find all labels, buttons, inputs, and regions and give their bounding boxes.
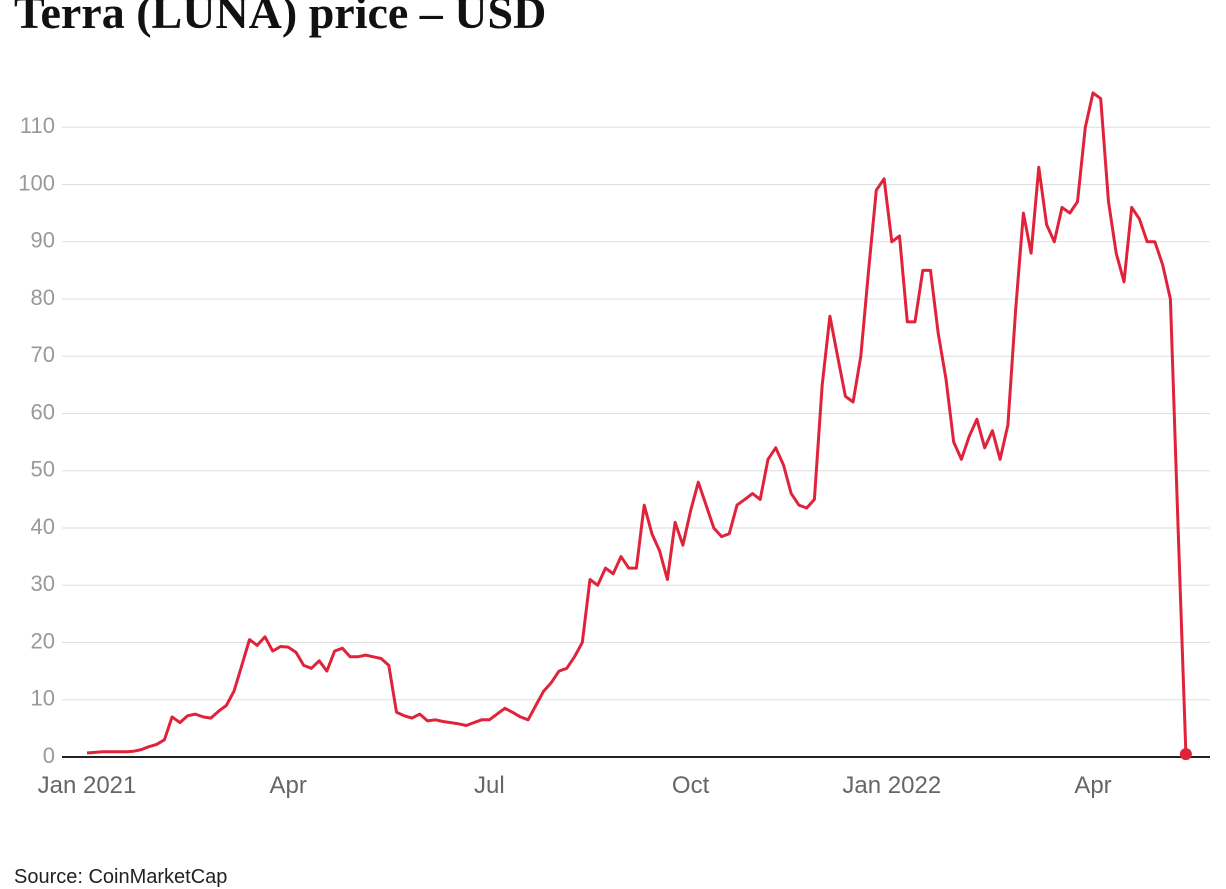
y-tick-label: 110 bbox=[20, 113, 55, 138]
y-tick-label: 70 bbox=[31, 342, 55, 367]
y-tick-label: 0 bbox=[43, 743, 55, 768]
x-tick-label: Jan 2022 bbox=[842, 772, 942, 799]
y-tick-label: 30 bbox=[31, 571, 55, 596]
chart-title: Terra (LUNA) price – USD bbox=[14, 0, 546, 38]
y-tick-label: 20 bbox=[31, 628, 55, 653]
end-point bbox=[1179, 748, 1192, 761]
x-tick-label: Oct bbox=[671, 772, 710, 799]
x-tick-label: Jan 2021 bbox=[37, 772, 137, 799]
price-line bbox=[86, 91, 1188, 755]
x-tick-label: Apr bbox=[1074, 772, 1112, 799]
x-tick-label: Apr bbox=[269, 772, 307, 799]
y-tick-label: 80 bbox=[31, 285, 55, 310]
source-note: Source: CoinMarketCap bbox=[14, 866, 228, 888]
y-tick-label: 50 bbox=[31, 457, 55, 482]
y-tick-label: 90 bbox=[31, 228, 55, 253]
y-tick-label: 40 bbox=[31, 514, 55, 539]
x-tick-label: Jul bbox=[474, 772, 505, 799]
y-tick-label: 60 bbox=[31, 399, 55, 424]
y-tick-label: 10 bbox=[31, 686, 55, 711]
y-tick-label: 100 bbox=[18, 170, 55, 195]
